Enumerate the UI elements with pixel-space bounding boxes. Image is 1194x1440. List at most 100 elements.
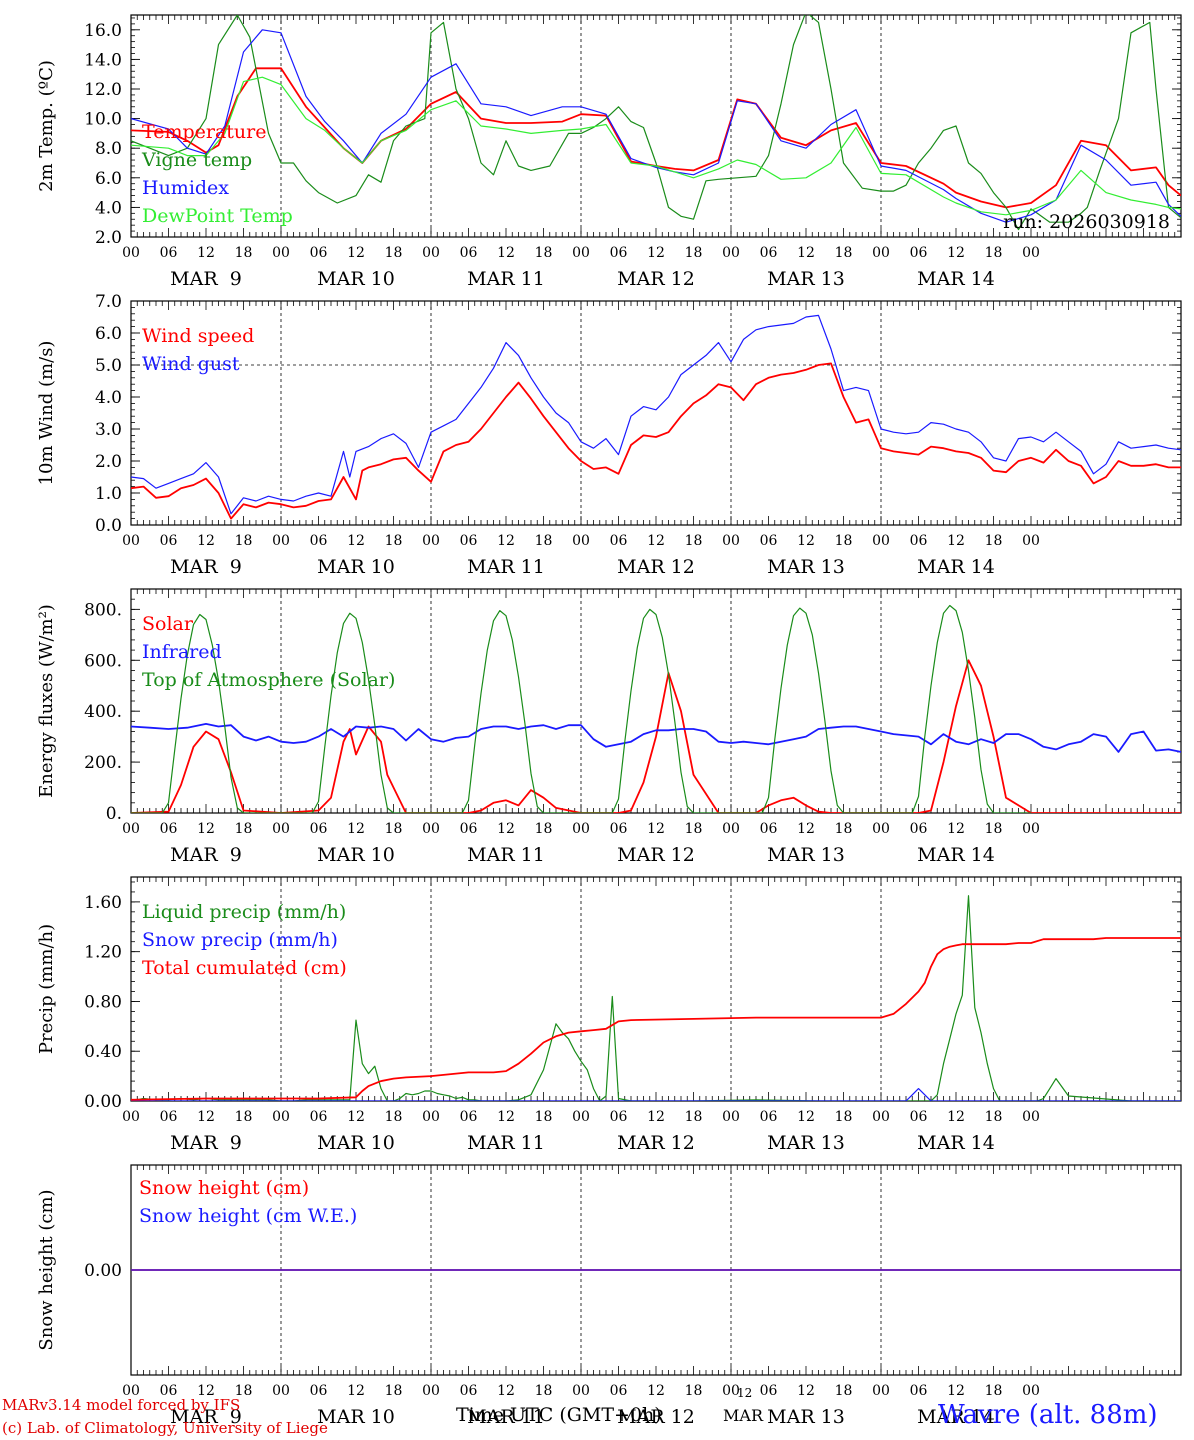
y-tick-label: 200.	[84, 753, 122, 773]
y-tick-label: 600.	[84, 651, 122, 671]
day-label: MAR 9	[170, 1406, 242, 1428]
x-tick-label: 18	[235, 821, 253, 837]
y-tick-label: 16.0	[84, 21, 122, 41]
day-label: MAR 10	[317, 1132, 395, 1154]
x-tick-label: 06	[610, 821, 628, 837]
day-label: MAR 13	[767, 268, 845, 290]
x-tick-label: 18	[235, 533, 253, 549]
x-tick-label: 00	[872, 533, 890, 549]
x-tick-label: 12	[647, 533, 665, 549]
panel-1: 00 06 12 18 00 06 12 18 00 06 12 18 00 06 12 18 00 06 12 18…	[36, 14, 1182, 290]
x-tick-label: 18	[835, 533, 853, 549]
y-tick-label: 0.80	[84, 992, 122, 1012]
x-tick-label: 18	[685, 245, 703, 261]
model-credit: MARv3.14 model forced by IFS	[2, 1396, 241, 1414]
x-tick-label: 06	[610, 245, 628, 261]
x-tick-label: 12	[347, 1383, 365, 1399]
y-tick-label: 8.0	[95, 139, 122, 159]
x-tick-label: 00	[272, 245, 290, 261]
x-tick-label: 06	[460, 1383, 478, 1399]
x-tick-label: 00	[272, 821, 290, 837]
series-line	[131, 895, 1181, 1101]
x-tick-label: 18	[235, 245, 253, 261]
day-label: MAR 12	[617, 1406, 695, 1428]
legend-entry: DewPoint Temp	[142, 205, 293, 227]
x-tick-label: 06	[760, 1383, 778, 1399]
mid-month-label: MAR	[723, 1406, 763, 1425]
x-tick-label: 18	[235, 1109, 253, 1125]
day-label: MAR 14	[917, 556, 995, 578]
x-tick-label: 18	[685, 1383, 703, 1399]
x-tick-label: 12	[197, 1383, 215, 1399]
y-axis-label: Snow height (cm)	[36, 1189, 57, 1350]
x-tick-label: 00	[872, 821, 890, 837]
x-tick-label: 00	[122, 245, 140, 261]
x-tick-label: 12	[797, 1383, 815, 1399]
x-tick-label: 00	[1022, 821, 1040, 837]
x-tick-label: 12	[197, 1109, 215, 1125]
day-label: MAR 11	[467, 1132, 545, 1154]
y-axis-label: Energy fluxes (W/m²)	[36, 604, 57, 798]
y-axis-label: 10m Wind (m/s)	[36, 341, 57, 486]
x-tick-label: 18	[985, 1109, 1003, 1125]
day-label: MAR 14	[917, 1406, 995, 1428]
series-line	[131, 659, 1181, 813]
x-tick-label: 06	[160, 1383, 178, 1399]
x-tick-label: 06	[760, 821, 778, 837]
day-label: MAR 14	[917, 1132, 995, 1154]
x-tick-label: 06	[160, 533, 178, 549]
x-tick-label: 18	[835, 1383, 853, 1399]
x-tick-label: 00	[872, 1109, 890, 1125]
mid-hour-label: 12	[737, 1386, 753, 1400]
x-tick-label: 12	[947, 1109, 965, 1125]
legend-entry: Liquid precip (mm/h)	[142, 901, 346, 923]
x-tick-label: 06	[160, 1109, 178, 1125]
x-tick-label: 12	[347, 821, 365, 837]
x-tick-label: 18	[535, 1383, 553, 1399]
x-tick-label: 12	[797, 533, 815, 549]
x-tick-label: 18	[385, 245, 403, 261]
x-tick-label: 12	[797, 821, 815, 837]
legend-entry: Total cumulated (cm)	[142, 957, 347, 979]
x-tick-label: 00	[272, 1383, 290, 1399]
x-tick-label: 00	[1022, 533, 1040, 549]
x-tick-label: 12	[947, 821, 965, 837]
x-tick-label: 06	[310, 533, 328, 549]
panel-frame	[130, 588, 1182, 814]
y-tick-label: 5.0	[95, 356, 122, 376]
panel-3: 00 06 12 18 00 06 12 18 00 06 12 18 00 06 12 18 00 06 12 18…	[36, 588, 1182, 866]
x-tick-label: 00	[1022, 1383, 1040, 1399]
x-tick-label: 06	[310, 821, 328, 837]
x-tick-label: 00	[872, 245, 890, 261]
x-tick-label: 18	[685, 533, 703, 549]
x-tick-label: 06	[910, 821, 928, 837]
y-tick-label: 12.0	[84, 80, 122, 100]
x-tick-label: 12	[497, 533, 515, 549]
x-tick-label: 06	[310, 1383, 328, 1399]
y-tick-label: 1.20	[84, 943, 122, 963]
panel-5: 00 06 12 18 00 06 12 18 00 06 12 18 00 06 12 18 00 06 12 18…	[36, 1164, 1182, 1428]
day-label: MAR 11	[467, 556, 545, 578]
x-tick-label: 00	[572, 821, 590, 837]
x-tick-label: 00	[1022, 1109, 1040, 1125]
x-tick-label: 00	[572, 245, 590, 261]
series-line	[131, 76, 1181, 216]
x-tick-label: 00	[572, 533, 590, 549]
x-tick-label: 12	[497, 1109, 515, 1125]
x-tick-label: 00	[1022, 245, 1040, 261]
x-tick-label: 18	[835, 821, 853, 837]
x-tick-label: 18	[985, 821, 1003, 837]
day-label: MAR 10	[317, 1406, 395, 1428]
series-line	[131, 1087, 1181, 1101]
y-tick-label: 0.00	[84, 1092, 122, 1112]
y-tick-label: 6.0	[95, 169, 122, 189]
x-tick-label: 06	[760, 1109, 778, 1125]
x-tick-label: 06	[160, 245, 178, 261]
legend-entry: Vigne temp	[141, 149, 252, 171]
x-tick-label: 12	[197, 821, 215, 837]
x-tick-label: 12	[947, 1383, 965, 1399]
x-tick-label: 06	[910, 1109, 928, 1125]
y-tick-label: 0.	[106, 804, 122, 824]
legend-entry: Wind gust	[142, 353, 240, 375]
